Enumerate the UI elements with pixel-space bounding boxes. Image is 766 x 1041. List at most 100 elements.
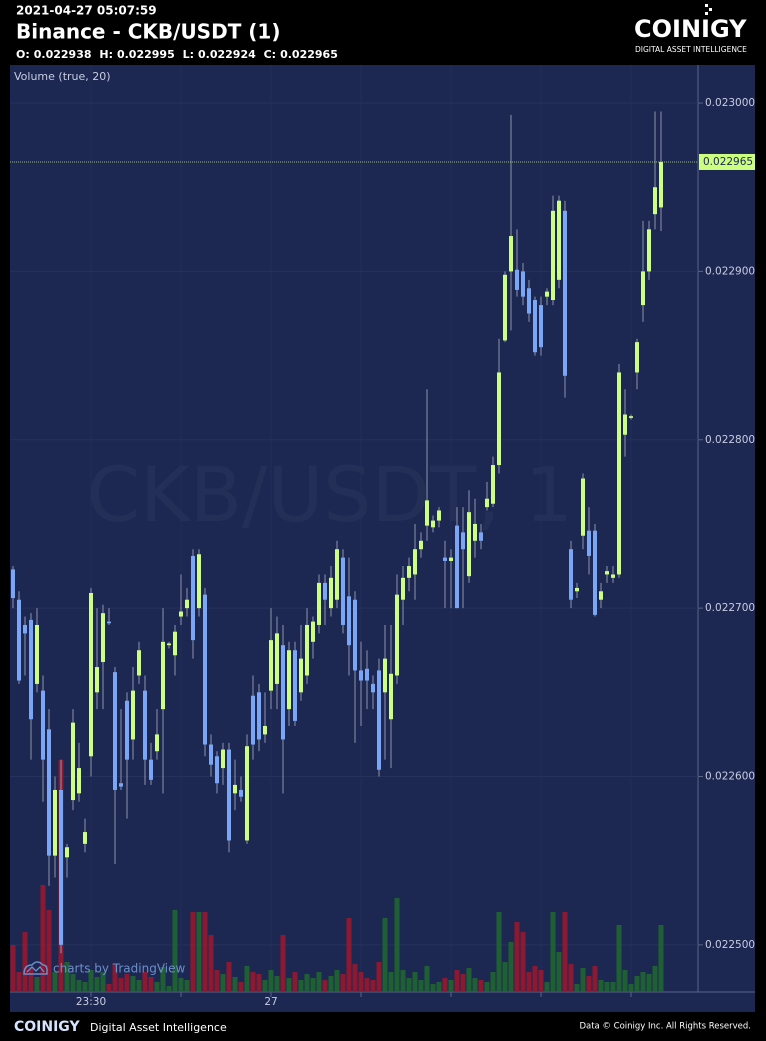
candle-body	[323, 582, 327, 600]
candle-body	[413, 549, 417, 575]
candle-body	[593, 530, 597, 615]
volume-bar	[652, 966, 658, 992]
volume-bar	[262, 980, 268, 992]
volume-bar	[406, 978, 412, 992]
candle-body	[527, 288, 531, 314]
candle-body	[623, 414, 627, 435]
candle-body	[251, 695, 255, 745]
candle-body	[53, 789, 57, 856]
volume-bar	[196, 912, 202, 992]
volume-bar	[274, 976, 280, 992]
candle-body	[17, 599, 21, 681]
volume-bar	[622, 970, 628, 992]
candle-body	[581, 478, 585, 536]
candle-body	[419, 540, 423, 550]
volume-bar	[514, 922, 520, 992]
volume-bar	[340, 974, 346, 992]
legend: Volume (true, 20)	[14, 70, 111, 83]
candle-body	[83, 832, 87, 844]
candle-body	[359, 670, 363, 681]
candle-body	[275, 633, 279, 684]
page-title: Binance - CKB/USDT (1)	[16, 20, 281, 44]
volume-bar	[532, 966, 538, 992]
volume-bar	[424, 966, 430, 992]
volume-bar	[592, 966, 598, 992]
candle-body	[11, 569, 15, 599]
volume-bar	[40, 885, 46, 992]
candle-body	[551, 210, 555, 301]
candle-body	[161, 641, 165, 710]
candle-body	[179, 611, 183, 617]
candle-body	[473, 523, 477, 541]
candle-body	[263, 725, 267, 735]
volume-bar	[244, 966, 250, 992]
candle-body	[341, 557, 345, 625]
volume-bar	[442, 978, 448, 992]
candle-body	[77, 768, 81, 794]
volume-bar	[178, 978, 184, 992]
volume-bar	[598, 980, 604, 992]
volume-bar	[82, 982, 88, 992]
volume-bar	[190, 912, 196, 992]
volume-bar	[292, 972, 298, 992]
volume-bar	[184, 980, 190, 992]
volume-bar	[268, 970, 274, 992]
candle-body	[149, 759, 153, 780]
volume-bar	[640, 972, 646, 992]
volume-bar	[112, 964, 118, 992]
volume-bar	[214, 970, 220, 992]
candle-body	[281, 645, 285, 740]
candle-body	[443, 557, 447, 561]
volume-bar	[580, 968, 586, 992]
candle-body	[173, 631, 177, 656]
logo: COINIGY	[634, 15, 747, 43]
volume-bar	[70, 974, 76, 992]
volume-bar	[124, 974, 130, 992]
candle-body	[41, 690, 45, 760]
volume-bar	[520, 932, 526, 992]
volume-bar	[466, 968, 472, 992]
candle-body	[287, 650, 291, 710]
candle-body	[389, 673, 393, 720]
volume-bar	[328, 976, 334, 992]
candle-body	[293, 650, 297, 721]
volume-bar	[64, 962, 70, 992]
candle-body	[629, 416, 633, 418]
candle-body	[65, 847, 69, 858]
volume-bar	[556, 952, 562, 992]
y-tick-label: 0.022600	[705, 770, 755, 782]
volume-bar	[550, 912, 556, 992]
candle-body	[377, 670, 381, 770]
y-tick-label: 0.022900	[705, 265, 755, 277]
candle-body	[167, 643, 171, 646]
ohlc-value: 0.022924	[198, 48, 256, 61]
candle-body	[497, 372, 501, 466]
volume-bar	[370, 980, 376, 992]
candle-body	[539, 305, 543, 348]
logo-tagline: DIGITAL ASSET INTELLIGENCE	[635, 45, 747, 54]
volume-bar	[208, 935, 214, 992]
y-tick-label: 0.022800	[705, 434, 755, 446]
candle-body	[611, 574, 615, 578]
volume-bar	[454, 970, 460, 992]
x-tick-label: 27	[264, 996, 277, 1008]
volume-bar	[118, 978, 124, 992]
volume-bar	[502, 962, 508, 992]
copyright: Data © Coinigy Inc. All Rights Reserved.	[579, 1022, 751, 1032]
candle-body	[479, 532, 483, 541]
candle-body	[425, 500, 429, 526]
candle-body	[587, 530, 591, 556]
volume-bar	[334, 970, 340, 992]
volume-bar	[76, 980, 82, 992]
y-tick-label: 0.022500	[705, 939, 755, 951]
candle-body	[563, 210, 567, 376]
volume-bar	[256, 974, 262, 992]
candle-body	[71, 722, 75, 801]
candle-body	[329, 577, 333, 609]
candle-body	[635, 342, 639, 373]
last-price-box	[699, 153, 755, 170]
volume-bar	[646, 974, 652, 992]
volume-bar	[628, 984, 634, 992]
y-tick-label: 0.023000	[705, 97, 755, 109]
volume-bar	[316, 972, 322, 992]
